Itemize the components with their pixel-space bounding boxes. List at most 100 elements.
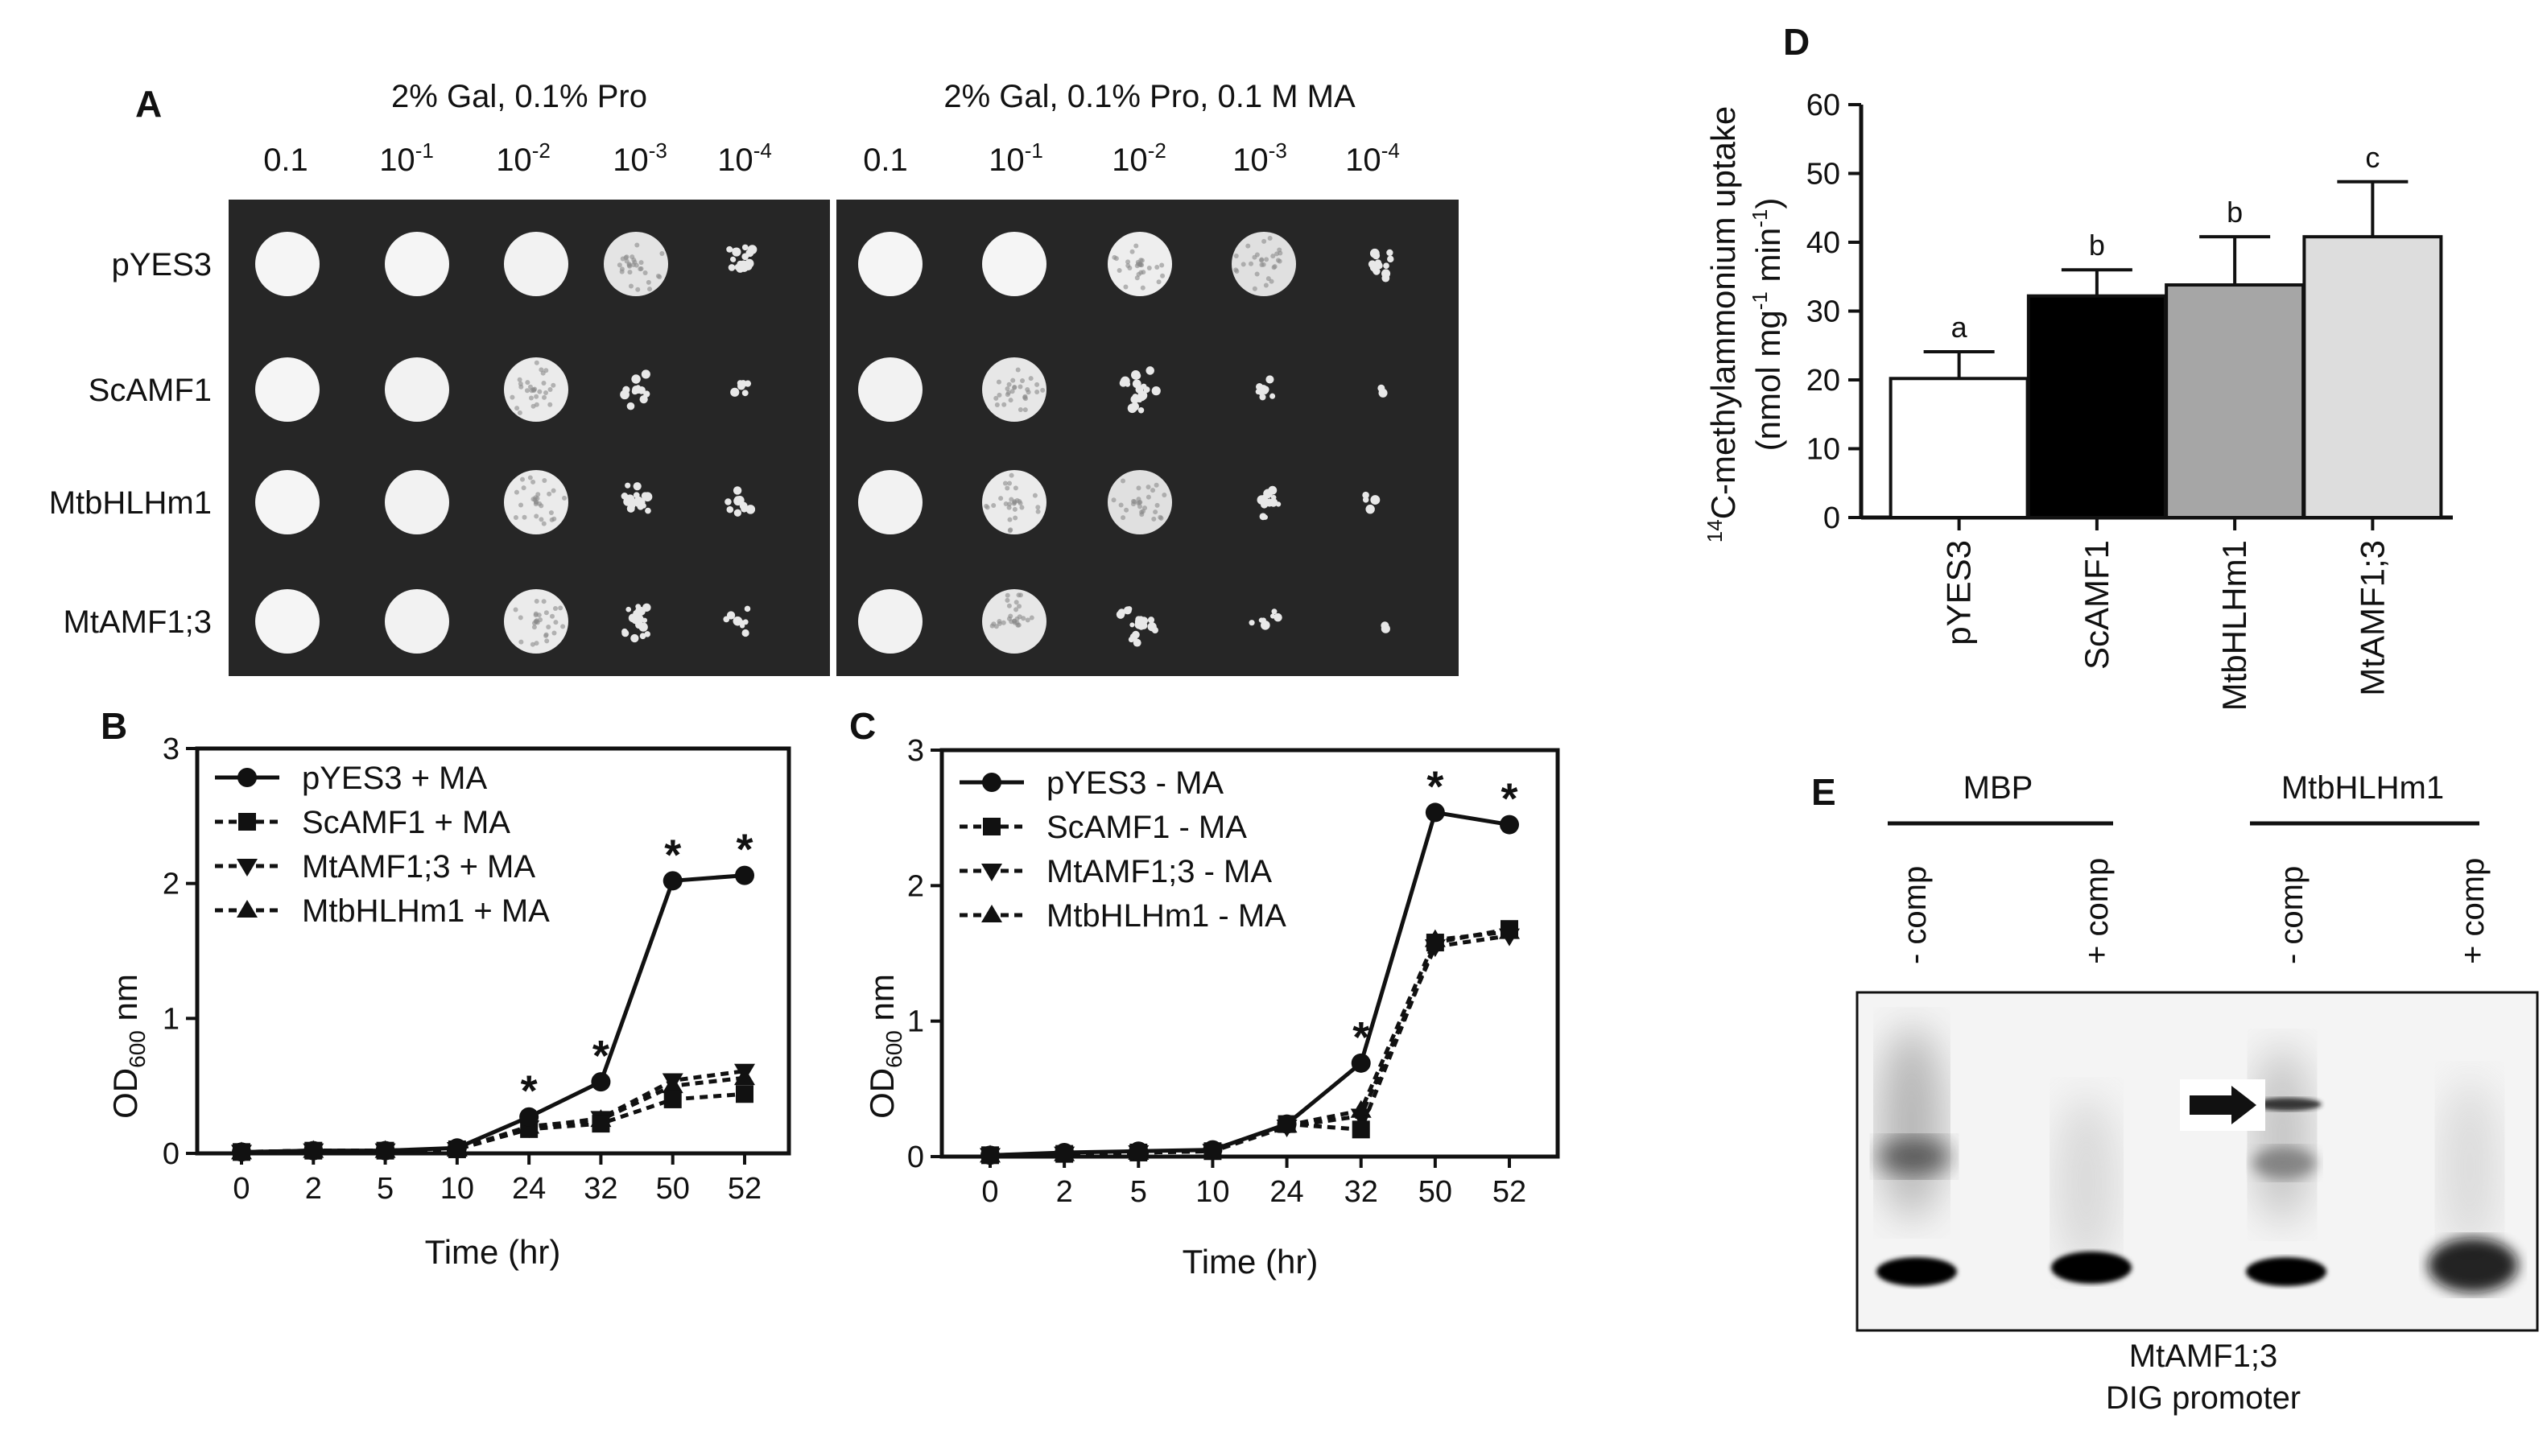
lane-2-free-probe	[2051, 1252, 2132, 1284]
chart-d: 0 10 20 30 40 50 60 a pYES3 b ScAMF1 b MtbHLHm1 c MtAM…	[1806, 89, 2453, 711]
y-tick-label: 0	[1823, 501, 1840, 535]
strain-label-2: MtbHLHm1	[49, 485, 212, 521]
y-tick-label: 3	[907, 734, 924, 768]
spot-right-r3-c4	[1381, 621, 1390, 633]
x-tick-label: 52	[1492, 1175, 1526, 1209]
legend-marker	[981, 864, 1002, 881]
data-point	[1351, 1053, 1371, 1073]
spot-left-r1-c0	[255, 357, 320, 422]
data-point	[663, 1090, 682, 1108]
spot-left-r0-c1	[385, 232, 449, 296]
panel-a: A 2% Gal, 0.1% Pro 2% Gal, 0.1% Pro, 0.1…	[49, 79, 1459, 676]
spot-right-r2-c1	[982, 470, 1046, 534]
spot-right-r2-c4	[1362, 491, 1381, 514]
significance-star: *	[1426, 762, 1443, 810]
lane-3-diffuse-band	[2252, 1147, 2317, 1179]
lane-1-shift-band	[1877, 1137, 1951, 1176]
gel-caption-line-2: DIG promoter	[2106, 1380, 2301, 1416]
y-tick-label: 2	[907, 869, 924, 903]
significance-letter: c	[2365, 141, 2380, 174]
panel-a-letter: A	[135, 83, 162, 125]
spot-left-r3-c2	[504, 589, 568, 654]
data-point	[592, 1115, 610, 1133]
y-tick-label: 20	[1806, 364, 1840, 398]
y-tick-label: 1	[907, 1005, 924, 1039]
lane-1-free-probe	[1876, 1257, 1957, 1286]
svg-text:OD600 nm: OD600 nm	[863, 974, 906, 1119]
panel-b-xlabel: Time (hr)	[425, 1233, 561, 1271]
spot-left-r1-c2	[504, 357, 568, 422]
spot-right-r3-c1	[982, 589, 1046, 654]
dilution-label-right-3: 10-3	[1232, 138, 1287, 178]
dilution-label-left-0: 0.1	[263, 142, 308, 178]
plot-frame	[195, 746, 791, 1156]
dilution-label-right-2: 10-2	[1112, 138, 1166, 178]
data-point	[1203, 1140, 1223, 1160]
lane-4-free-probe	[2428, 1238, 2518, 1293]
strain-label-0: pYES3	[111, 247, 212, 283]
series-line-pyes3-ma	[241, 873, 745, 1154]
lane-4-smear	[2441, 1079, 2499, 1256]
series-line-mtbhlhm1-ma	[989, 930, 1510, 1157]
data-point	[735, 865, 754, 885]
significance-letter: b	[2227, 196, 2243, 229]
legend-label: MtAMF1;3 + MA	[302, 849, 535, 885]
legend-label: pYES3 + MA	[302, 761, 487, 796]
spot-right-r3-c3	[1249, 608, 1282, 630]
spot-left-r0-c0	[255, 232, 320, 296]
x-tick-label: 32	[1344, 1175, 1378, 1209]
gel-frame	[1856, 991, 2539, 1332]
x-tick-label: ScAMF1	[2078, 540, 2116, 670]
significance-letter: a	[1951, 311, 1968, 344]
arrow-right-icon	[2190, 1086, 2256, 1124]
data-point	[1425, 802, 1445, 823]
x-tick-label: 50	[1418, 1175, 1452, 1209]
svg-text:(nmol mg-1 min-1): (nmol mg-1 min-1)	[1748, 198, 1787, 452]
legend-marker	[237, 768, 257, 787]
panel-e-letter: E	[1811, 771, 1836, 813]
legend-label: MtAMF1;3 - MA	[1046, 854, 1272, 889]
y-tick-label: 50	[1806, 158, 1840, 192]
bar-scamf1	[2026, 294, 2167, 519]
dilution-label-right-1: 10-1	[989, 138, 1043, 178]
data-point	[734, 1063, 755, 1082]
spot-right-r1-c3	[1255, 375, 1276, 401]
lane-3-shift-band	[2254, 1098, 2322, 1111]
gel-blot	[1856, 991, 2539, 1332]
group-label-mbp: MBP	[1963, 770, 2033, 806]
chart-c: 0 1 2 3 0 2 5 10 24 32 50 52 * * * pYES3 - MA ScAMF1 - M…	[907, 734, 1560, 1209]
spot-left-r2-c0	[255, 470, 320, 534]
spot-left-r3-c1	[385, 589, 449, 654]
x-tick-label: MtAMF1;3	[2353, 540, 2391, 696]
panel-c: C OD600 nm Time (hr) 0 1 2 3 0 2 5 10 24 32 50 52 * *…	[849, 705, 1560, 1281]
y-tick-label: 2	[163, 868, 180, 901]
x-tick-label: 24	[512, 1172, 546, 1206]
svg-text:OD600 nm: OD600 nm	[106, 974, 150, 1119]
lane-3-free-probe	[2246, 1257, 2326, 1286]
strain-label-1: ScAMF1	[89, 373, 212, 408]
x-tick-label: 5	[377, 1172, 394, 1206]
panel-b-ylabel: OD600 nm	[106, 974, 150, 1119]
panel-c-letter: C	[849, 705, 876, 747]
significance-star: *	[1352, 1013, 1369, 1062]
spot-left-r2-c4	[724, 486, 756, 517]
panel-e: E MBP MtbHLHm1 - comp + comp - comp + co…	[1811, 770, 2539, 1416]
significance-star: *	[664, 831, 681, 879]
spot-right-r1-c0	[858, 357, 923, 422]
group-label-mtbhlhm1: MtbHLHm1	[2281, 770, 2444, 806]
spot-left-r2-c1	[385, 470, 449, 534]
x-tick-label: 0	[233, 1172, 250, 1206]
bar-mtamf1-3	[2302, 235, 2443, 519]
svg-text:14C-methylammonium uptake: 14C-methylammonium uptake	[1703, 106, 1742, 542]
spot-right-r3-c2	[1116, 606, 1158, 647]
plot-frame	[939, 748, 1560, 1159]
data-point	[1055, 1142, 1075, 1162]
spot-right-r0-c4	[1368, 248, 1394, 283]
x-tick-label: MtbHLHm1	[2215, 540, 2253, 711]
data-point	[232, 1142, 251, 1162]
data-point	[1129, 1141, 1149, 1161]
data-point	[662, 1073, 683, 1091]
lane-label-4: + comp	[2455, 858, 2491, 964]
data-point	[1350, 1108, 1372, 1127]
data-point	[663, 871, 683, 891]
